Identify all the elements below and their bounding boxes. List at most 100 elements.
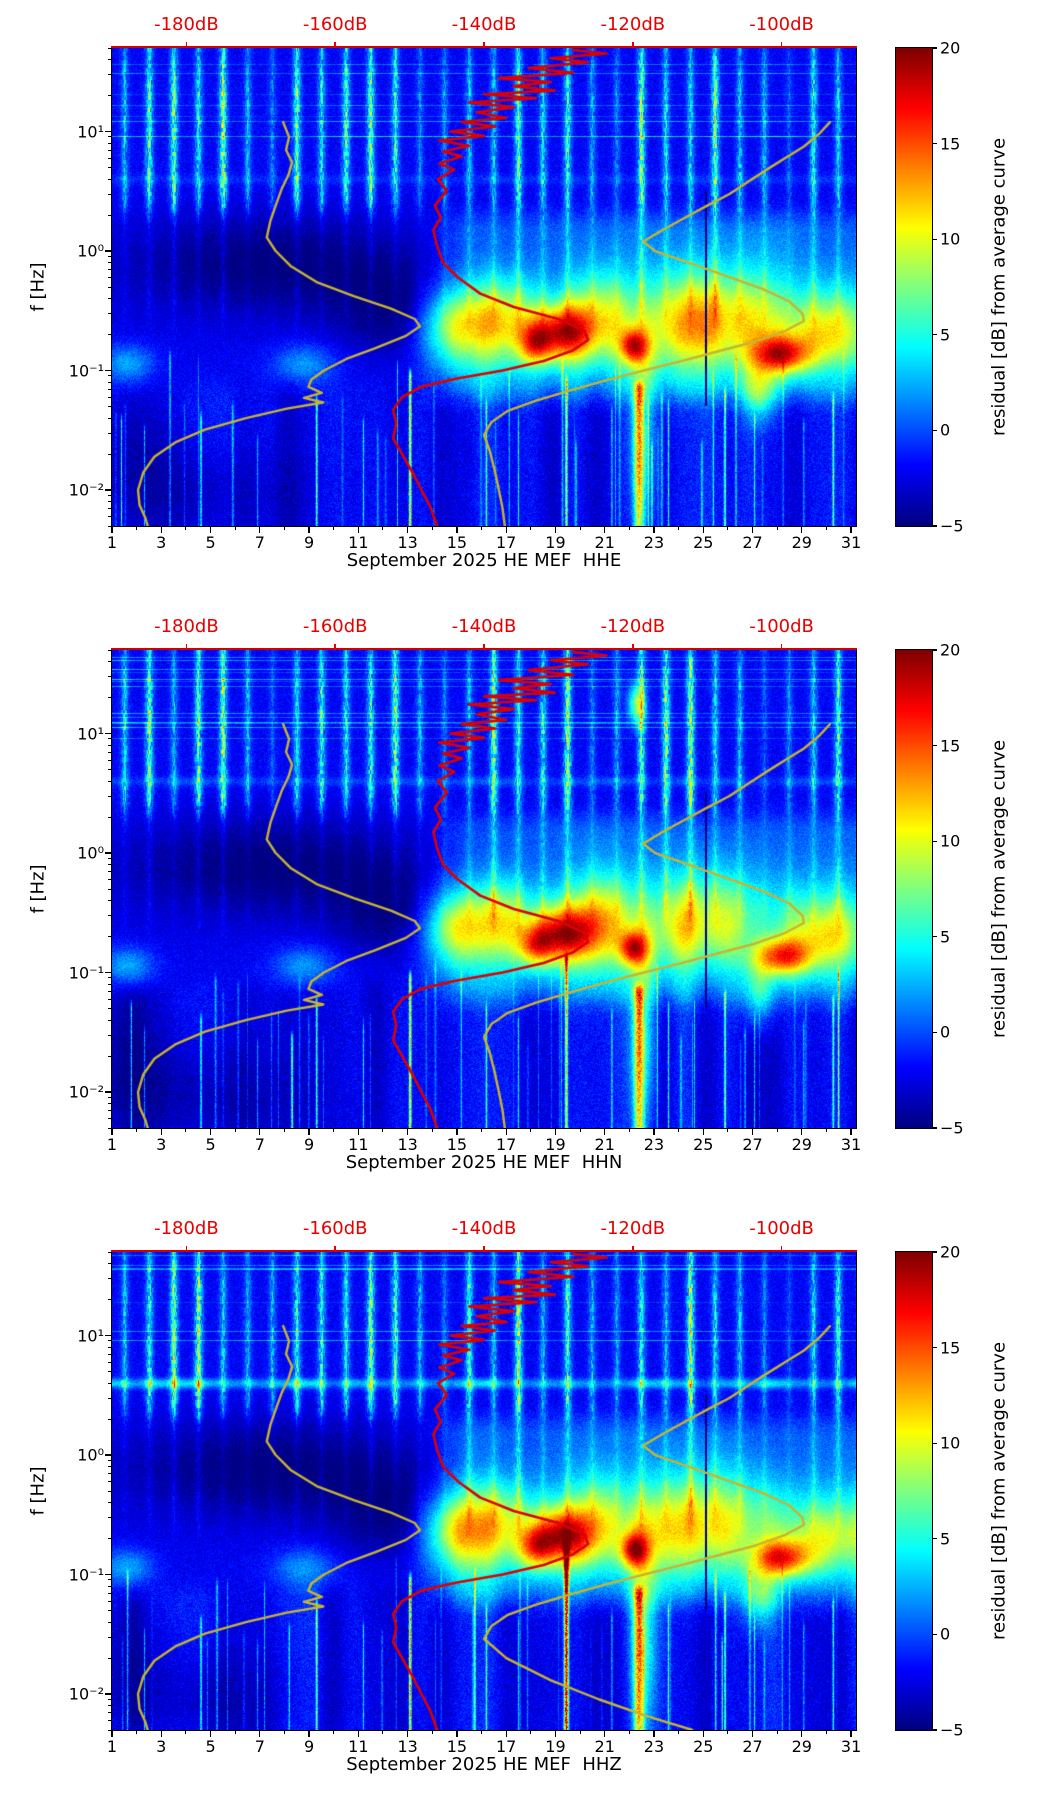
top-axis-tick-mark bbox=[632, 1246, 634, 1252]
x-axis-minor-tick bbox=[727, 1730, 729, 1734]
y-axis-tick-mark bbox=[105, 489, 112, 491]
x-axis-tick-mark bbox=[850, 1730, 852, 1737]
y-axis-minor-tick bbox=[108, 998, 112, 1000]
x-axis-minor-tick bbox=[727, 526, 729, 530]
x-axis-tick-mark bbox=[505, 1128, 507, 1135]
y-axis-minor-tick bbox=[108, 1490, 112, 1492]
y-axis-minor-tick bbox=[108, 1729, 112, 1731]
y-axis-minor-tick bbox=[108, 983, 112, 985]
x-axis-tick-label: 31 bbox=[840, 1737, 862, 1756]
y-axis-tick-mark bbox=[105, 1454, 112, 1456]
colorbar-tick-mark bbox=[932, 1031, 937, 1034]
x-axis-tick-mark bbox=[160, 526, 162, 533]
y-axis-minor-tick bbox=[108, 1698, 112, 1700]
colorbar-tick-label: 20 bbox=[940, 640, 961, 660]
x-axis-tick-label: 23 bbox=[643, 1135, 665, 1154]
x-axis-minor-tick bbox=[431, 526, 433, 530]
y-axis-minor-tick bbox=[108, 744, 112, 746]
y-axis-minor-tick bbox=[108, 1473, 112, 1475]
top-axis-tick-label: -140dB bbox=[451, 1218, 517, 1239]
y-axis-minor-tick bbox=[108, 269, 112, 271]
y-axis-minor-tick bbox=[108, 936, 112, 938]
y-axis-minor-tick bbox=[108, 1361, 112, 1363]
x-axis-label: September 2025 HE MEF HHN bbox=[345, 1152, 623, 1173]
x-axis-tick-label: 1 bbox=[106, 533, 118, 552]
y-axis-minor-tick bbox=[108, 1636, 112, 1638]
y-axis-minor-tick bbox=[108, 388, 112, 390]
y-axis-minor-tick bbox=[108, 1621, 112, 1623]
colorbar-tick-label: 0 bbox=[940, 1022, 951, 1042]
y-axis-tick-mark bbox=[105, 130, 112, 133]
y-axis-tick-mark bbox=[105, 1091, 112, 1093]
x-axis-tick-mark bbox=[850, 526, 852, 533]
y-axis-minor-tick bbox=[108, 1418, 112, 1420]
y-axis-minor-tick bbox=[108, 1251, 112, 1253]
y-axis-minor-tick bbox=[108, 1538, 112, 1540]
x-axis-tick-label: 29 bbox=[791, 533, 812, 552]
y-axis-minor-tick bbox=[108, 193, 112, 195]
x-axis-tick-label: 5 bbox=[205, 1135, 216, 1154]
top-axis-tick-label: -160dB bbox=[302, 14, 368, 35]
spectrogram-heatmap-hhz bbox=[111, 1251, 857, 1731]
colorbar-tick-label: 5 bbox=[940, 1529, 951, 1549]
x-axis-tick-mark bbox=[357, 1128, 359, 1135]
x-axis-minor-tick bbox=[481, 526, 483, 530]
colorbar-tick-mark bbox=[932, 936, 937, 938]
x-axis-minor-tick bbox=[530, 526, 532, 530]
y-axis-minor-tick bbox=[108, 1263, 112, 1265]
x-axis-tick-mark bbox=[850, 1128, 852, 1135]
x-axis-tick-label: 19 bbox=[545, 1135, 566, 1154]
x-axis-tick-mark bbox=[406, 1128, 409, 1135]
y-axis-minor-tick bbox=[108, 149, 112, 151]
colorbar-tick-label: 10 bbox=[940, 229, 961, 249]
y-axis-minor-tick bbox=[108, 676, 112, 677]
x-axis-tick-label: 21 bbox=[594, 1737, 615, 1756]
x-axis-tick-label: 21 bbox=[594, 1135, 615, 1154]
x-axis-tick-label: 1 bbox=[106, 1135, 118, 1154]
y-axis-label: f [Hz] bbox=[27, 1466, 49, 1516]
x-axis-tick-label: 7 bbox=[254, 533, 265, 552]
x-axis-minor-tick bbox=[481, 1730, 483, 1734]
colorbar-label: residual [dB] from average curve bbox=[988, 739, 1010, 1039]
y-axis-minor-tick bbox=[108, 1103, 112, 1105]
x-axis-tick-label: 23 bbox=[643, 1737, 665, 1756]
y-axis-tick-mark bbox=[105, 732, 112, 735]
top-axis-tick-mark bbox=[185, 1246, 188, 1252]
y-axis-minor-tick bbox=[108, 871, 112, 873]
x-axis-minor-tick bbox=[283, 1730, 285, 1734]
y-axis-tick-label: 10¹ bbox=[77, 122, 104, 142]
x-axis-minor-tick bbox=[628, 1730, 630, 1734]
x-axis-tick-mark bbox=[357, 1730, 359, 1737]
y-axis-minor-tick bbox=[108, 381, 112, 383]
top-axis-tick-label: -180dB bbox=[154, 14, 219, 35]
x-axis-tick-mark bbox=[259, 1730, 261, 1737]
y-axis-minor-tick bbox=[108, 375, 112, 377]
x-axis-minor-tick bbox=[136, 1730, 138, 1734]
y-axis-minor-tick bbox=[108, 1110, 112, 1112]
y-axis-minor-tick bbox=[108, 1600, 112, 1602]
spectrogram-panel-hhz: f [Hz] September 2025 HE MEF HHZ residua… bbox=[0, 1204, 1052, 1806]
x-axis-minor-tick bbox=[382, 1128, 384, 1132]
y-axis-minor-tick bbox=[108, 1278, 112, 1279]
spectrogram-panel-hhn: f [Hz] September 2025 HE MEF HHN residua… bbox=[0, 602, 1052, 1204]
x-axis-minor-tick bbox=[579, 1730, 581, 1734]
colorbar-tick-label: −5 bbox=[940, 516, 964, 536]
colorbar-tick-mark bbox=[932, 1442, 937, 1444]
x-axis-minor-tick bbox=[382, 526, 384, 530]
y-axis-minor-tick bbox=[108, 1720, 112, 1722]
x-axis-minor-tick bbox=[530, 1128, 532, 1132]
y-axis-minor-tick bbox=[108, 1610, 112, 1611]
x-axis-tick-label: 15 bbox=[446, 1737, 468, 1756]
x-axis-minor-tick bbox=[825, 1730, 827, 1734]
y-axis-minor-tick bbox=[108, 453, 112, 455]
x-axis-minor-tick bbox=[185, 1128, 187, 1132]
y-axis-tick-label: 10⁰ bbox=[77, 1445, 104, 1465]
x-axis-tick-label: 27 bbox=[742, 533, 763, 552]
x-axis-tick-mark bbox=[209, 1730, 212, 1737]
x-axis-tick-label: 31 bbox=[840, 533, 862, 552]
x-axis-tick-label: 13 bbox=[397, 1737, 418, 1756]
spectrogram-panel-hhe: f [Hz] September 2025 HE MEF HHE residua… bbox=[0, 0, 1052, 602]
y-axis-minor-tick bbox=[108, 396, 112, 398]
y-axis-minor-tick bbox=[108, 990, 112, 992]
x-axis-tick-mark bbox=[653, 1730, 655, 1737]
